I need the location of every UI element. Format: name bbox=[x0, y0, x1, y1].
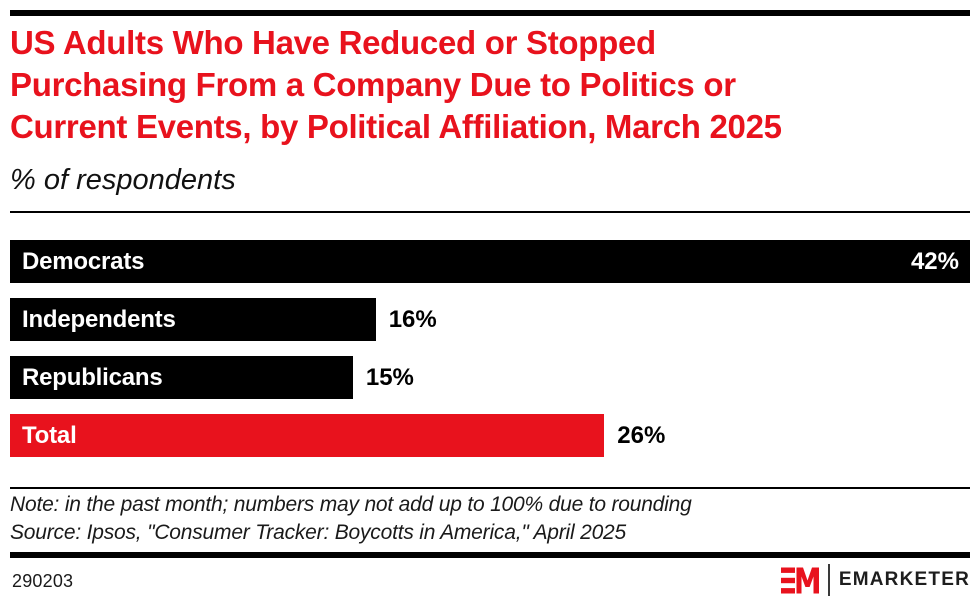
bar-category-label: Republicans bbox=[22, 363, 163, 391]
bar-value-label: 16% bbox=[388, 305, 437, 333]
bar-value-label: 15% bbox=[365, 363, 414, 391]
bar-democrats: Democrats 42% bbox=[10, 240, 970, 283]
chart-subtitle: % of respondents bbox=[10, 164, 236, 196]
bar-value-label: 26% bbox=[617, 421, 666, 449]
emarketer-logo-icon bbox=[780, 567, 819, 593]
footnotes: Note: in the past month; numbers may not… bbox=[10, 491, 970, 547]
bar-category-label: Independents bbox=[22, 305, 176, 333]
source-text: Source: Ipsos, "Consumer Tracker: Boycot… bbox=[10, 521, 627, 544]
page-title: US Adults Who Have Reduced or Stopped Pu… bbox=[10, 22, 972, 148]
brand-name: EMARKETER bbox=[838, 569, 970, 590]
bar-row-democrats: Democrats 42% bbox=[10, 240, 970, 283]
logo-divider bbox=[827, 564, 830, 596]
bar-value-label: 42% bbox=[910, 247, 959, 275]
bar-chart: Democrats 42% Independents 16% Republicans 15… bbox=[10, 240, 970, 457]
brand-logo: EMARKETER bbox=[780, 563, 970, 597]
bar-row-republicans: Republicans 15% bbox=[10, 356, 970, 399]
chart-id: 290203 bbox=[12, 571, 74, 591]
title-line-3: Current Events, by Political Affiliation… bbox=[10, 108, 782, 145]
note-text: Note: in the past month; numbers may not… bbox=[10, 493, 692, 516]
bar-category-label: Democrats bbox=[22, 247, 145, 275]
title-line-2: Purchasing From a Company Due to Politic… bbox=[10, 66, 736, 103]
top-rule bbox=[10, 10, 970, 16]
bar-row-independents: Independents 16% bbox=[10, 298, 970, 341]
subtitle-divider bbox=[10, 211, 970, 213]
bar-row-total: Total 26% bbox=[10, 414, 970, 457]
bar-republicans: Republicans bbox=[10, 356, 353, 399]
bar-category-label: Total bbox=[22, 421, 77, 449]
bar-total: Total bbox=[10, 414, 605, 457]
bottom-rule bbox=[10, 552, 970, 558]
footnote-divider bbox=[10, 487, 970, 489]
bar-independents: Independents bbox=[10, 298, 376, 341]
title-line-1: US Adults Who Have Reduced or Stopped bbox=[10, 24, 656, 61]
